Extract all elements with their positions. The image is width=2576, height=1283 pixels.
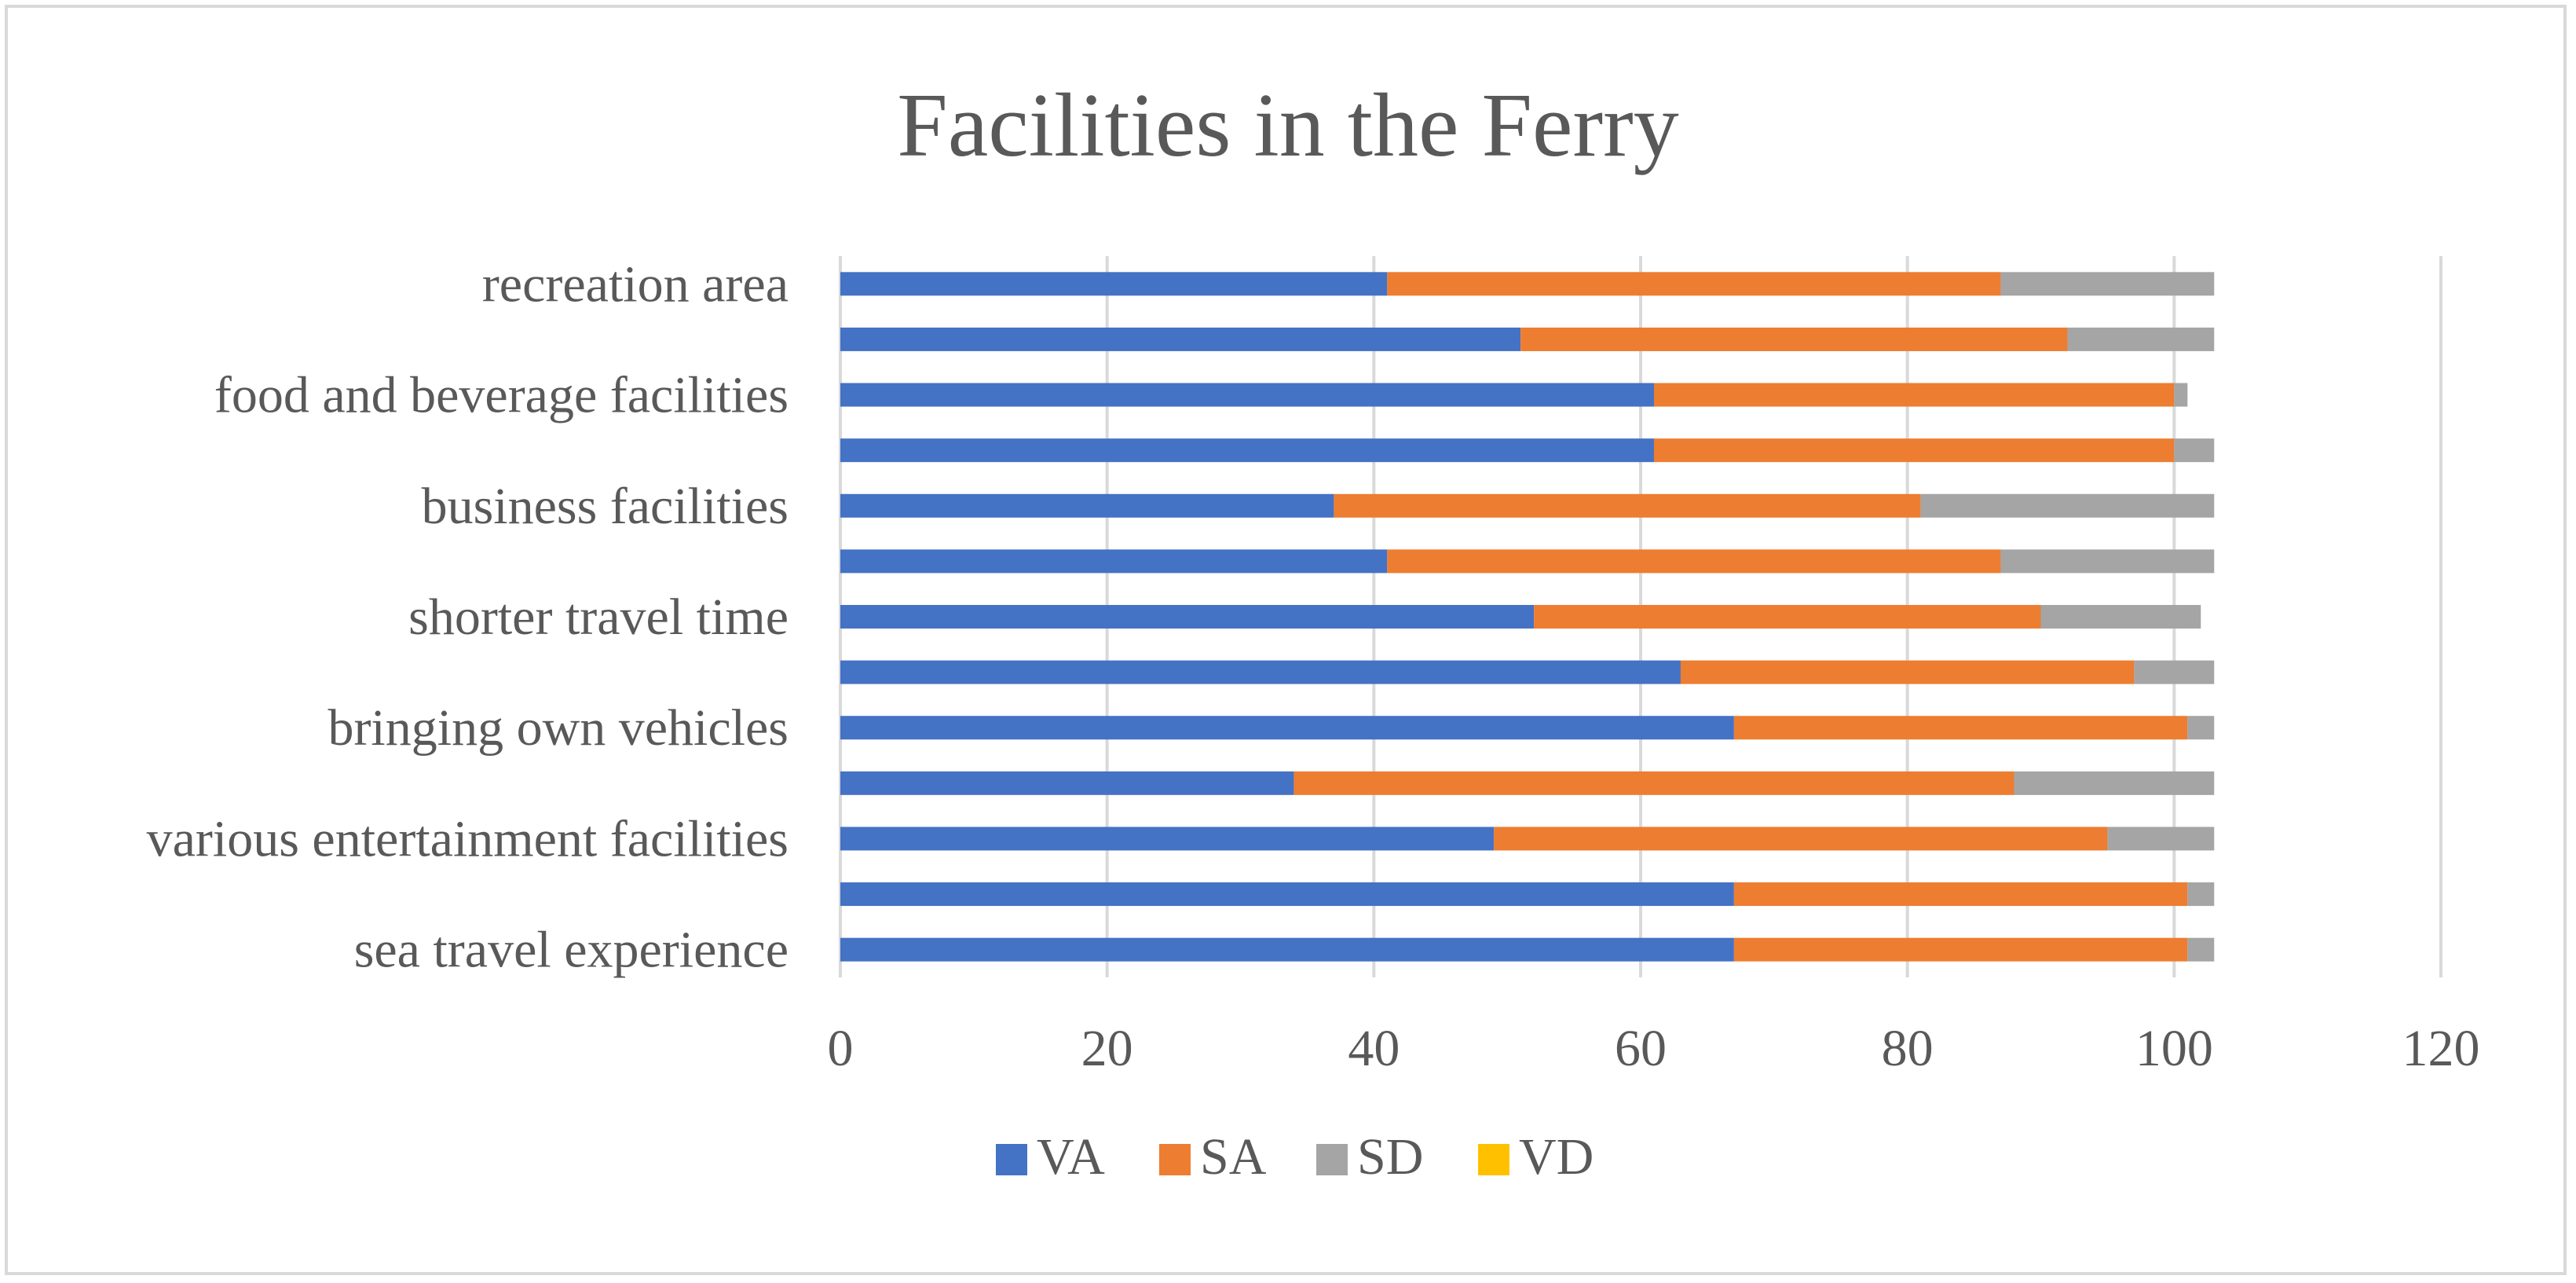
bar-sa [1680,660,2135,684]
bar-sd [2174,438,2215,463]
category-labels: sea travel experience various entertainme… [147,255,789,978]
legend-label-sd: SD [1357,1128,1423,1186]
bar-va [840,493,1334,518]
bar-sd [2187,882,2215,907]
bar-sd [1920,493,2215,518]
bar-sd [2000,549,2215,574]
bar-va [840,438,1654,463]
bar-sa [1534,605,2041,629]
x-tick-label: 120 [2402,1020,2480,1077]
category-label: business facilities [422,478,789,535]
x-tick-label: 60 [1615,1020,1667,1077]
bar-sd [2187,716,2215,740]
bar-sa [1733,937,2188,962]
bar-sd [2040,605,2201,629]
bar-sd [2014,771,2215,795]
bar-sa [1653,438,2175,463]
x-tick-label: 80 [1882,1020,1934,1077]
bar-va [840,327,1521,351]
bar-sa [1293,771,2014,795]
bar-sd [2107,827,2215,851]
x-tick-label: 0 [828,1020,854,1077]
bar-va [840,272,1388,296]
x-tick-label: 100 [2135,1020,2213,1077]
chart-frame [5,5,2567,1275]
bar-va [840,937,1734,962]
bar-sd [2000,272,2215,296]
legend-swatch-vd [1478,1144,1509,1175]
bar-va [840,716,1734,740]
bar-va [840,605,1535,629]
bar-sa [1733,716,2188,740]
chart-title: Facilities in the Ferry [897,75,1678,176]
bar-sa [1334,493,1921,518]
bar-sa [1387,272,2001,296]
bar-sd [2187,937,2215,962]
category-label: shorter travel time [408,588,789,646]
category-label: food and beverage facilities [214,367,789,424]
legend-label-sa: SA [1200,1128,1267,1186]
x-tick-label: 20 [1081,1020,1133,1077]
legend-swatch-sa [1159,1144,1191,1175]
bar-sa [1494,827,2108,851]
bar-va [840,827,1495,851]
category-label: sea travel experience [354,922,789,979]
bar-sa [1733,882,2188,907]
legend: VA SA SD VD [996,1128,1594,1186]
legend-label-va: VA [1037,1128,1105,1186]
bar-va [840,882,1734,907]
x-tick-label: 40 [1348,1020,1400,1077]
category-label: various entertainment facilities [147,810,789,867]
bar-va [840,771,1294,795]
bars [840,272,2215,962]
bar-va [840,383,1654,407]
legend-swatch-sd [1316,1144,1348,1175]
bar-va [840,660,1681,684]
bar-va [840,549,1388,574]
bar-sd [2174,383,2188,407]
bar-sa [1653,383,2175,407]
bar-sd [2134,660,2215,684]
category-label: bringing own vehicles [327,699,789,757]
legend-label-vd: VD [1519,1128,1594,1186]
bar-sa [1387,549,2001,574]
bar-sa [1520,327,2068,351]
category-label: recreation area [482,255,789,313]
legend-swatch-va [996,1144,1027,1175]
bar-sd [2067,327,2215,351]
x-axis-ticks: 0 20 40 60 80 100 120 [828,1020,2480,1077]
